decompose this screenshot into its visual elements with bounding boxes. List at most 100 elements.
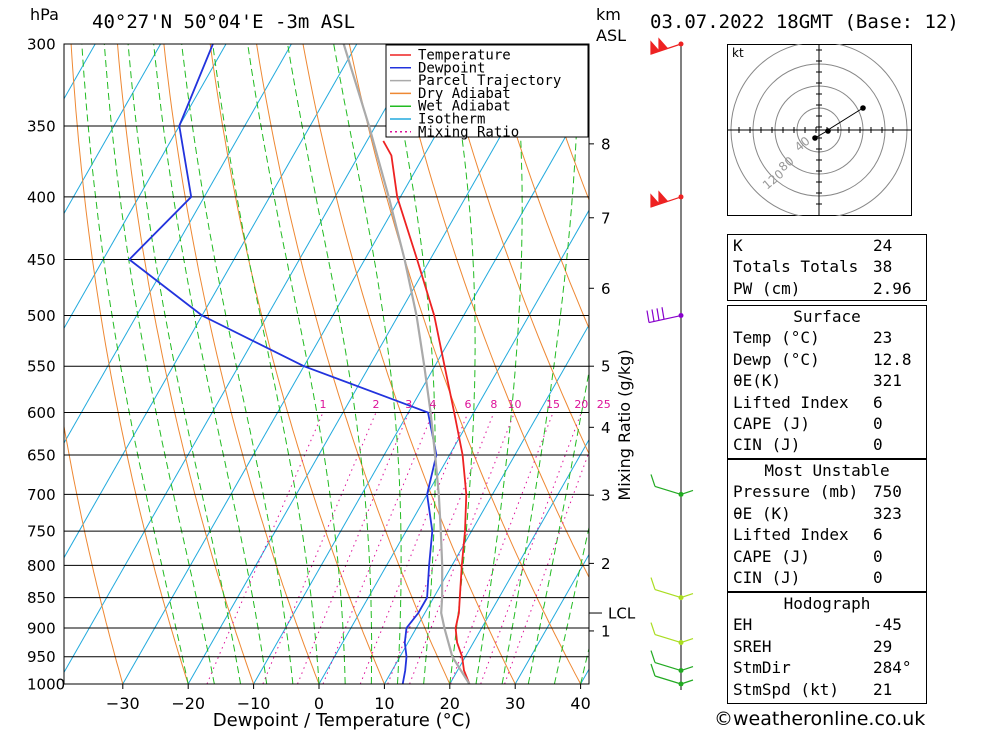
wind-barb-feather bbox=[651, 309, 655, 322]
km-tick-label: 7 bbox=[601, 209, 611, 227]
mixing-ratio-line bbox=[206, 412, 324, 684]
copyright: ©weatheronline.co.uk bbox=[714, 708, 926, 730]
table-value: 0 bbox=[873, 567, 883, 587]
table-value: 0 bbox=[873, 546, 883, 566]
series-dewpoint bbox=[127, 44, 438, 684]
surface-table: Surface Temp (°C) 23 Dewp (°C) 12.8 θE(K) 321 L… bbox=[727, 305, 927, 459]
table-value: 0 bbox=[873, 413, 883, 433]
wind-barb bbox=[650, 577, 694, 599]
pressure-tick-label: 550 bbox=[27, 358, 56, 376]
table-key: Lifted Index bbox=[733, 525, 849, 545]
pressure-tick-label: 300 bbox=[27, 36, 56, 54]
table-row: CAPE (J) 0 bbox=[728, 413, 926, 434]
pressure-tick-label: 850 bbox=[27, 589, 56, 607]
hodograph-table: Hodograph EH -45 SREH 29 StmDir 284° StmSpd (kt… bbox=[727, 592, 927, 704]
wet-adiabat-line bbox=[212, 44, 320, 684]
x-tick-label: 40 bbox=[570, 694, 590, 713]
wind-barb-pennant bbox=[658, 190, 669, 205]
wet-adiabat-line bbox=[333, 44, 402, 684]
isotherm-line bbox=[122, 44, 489, 684]
wet-adiabat-line bbox=[386, 44, 436, 684]
pressure-tick-label: 400 bbox=[27, 188, 56, 206]
legend-label: Isotherm bbox=[418, 112, 485, 128]
wind-barb-staff bbox=[680, 489, 694, 495]
pressure-tick-label: 650 bbox=[27, 447, 56, 465]
legend-label: Dry Adiabat bbox=[418, 86, 511, 102]
pressure-tick-label: 700 bbox=[27, 486, 56, 504]
table-row: Lifted Index 6 bbox=[728, 524, 926, 545]
pressure-tick-label: 900 bbox=[27, 619, 56, 637]
isotherm-line bbox=[318, 209, 589, 684]
table-key: PW (cm) bbox=[733, 278, 801, 298]
isotherm-line bbox=[514, 553, 589, 684]
x-axis-label: Dewpoint / Temperature (°C) bbox=[213, 710, 471, 731]
table-value: 6 bbox=[873, 525, 883, 545]
table-key: CAPE (J) bbox=[733, 413, 811, 433]
table-key: EH bbox=[733, 615, 753, 635]
dry-adiabat-line bbox=[952, 44, 1000, 684]
wind-barb bbox=[646, 307, 682, 324]
mixing-ratio-label: 3 bbox=[405, 398, 412, 411]
table-key: CAPE (J) bbox=[733, 546, 811, 566]
legend-label: Wet Adiabat bbox=[418, 99, 511, 115]
dry-adiabat-line bbox=[70, 44, 189, 684]
plot-frame bbox=[63, 43, 590, 685]
mixing-ratio-label: 10 bbox=[507, 398, 521, 411]
x-tick-label: −20 bbox=[171, 694, 205, 713]
legend-label: Temperature bbox=[418, 48, 511, 64]
isotherm-line bbox=[253, 94, 589, 684]
wind-barb-feather bbox=[650, 577, 656, 590]
table-value: 0 bbox=[873, 435, 883, 455]
table-row: SREH 29 bbox=[728, 636, 926, 657]
wind-barb-feather bbox=[650, 650, 656, 663]
isotherm-line bbox=[64, 44, 227, 330]
wind-barb-feather bbox=[650, 622, 656, 635]
mixing-ratio-line bbox=[262, 412, 377, 684]
table-key: Totals Totals bbox=[733, 257, 859, 277]
table-title: Hodograph bbox=[783, 594, 871, 613]
table-row: CIN (J) 0 bbox=[728, 567, 926, 588]
dry-adiabat-line bbox=[441, 44, 589, 455]
pressure-tick-label: 500 bbox=[27, 307, 56, 325]
legend-label: Dewpoint bbox=[418, 60, 485, 76]
mixing-ratio-label: 2 bbox=[372, 398, 379, 411]
wind-barb-staff bbox=[654, 633, 682, 644]
table-key: θE (K) bbox=[733, 503, 791, 523]
legend-label: Mixing Ratio bbox=[418, 124, 519, 140]
table-row: EH -45 bbox=[728, 614, 926, 635]
km-tick-label: 4 bbox=[601, 419, 611, 437]
wind-barb-pennant bbox=[650, 193, 661, 208]
mixing-ratio-axis-label: Mixing Ratio (g/kg) bbox=[615, 349, 634, 500]
table-value: -45 bbox=[873, 615, 902, 635]
pressure-tick-label: 800 bbox=[27, 557, 56, 575]
table-row: CAPE (J) 0 bbox=[728, 546, 926, 567]
mixing-ratio-label: 15 bbox=[546, 398, 560, 411]
isotherm-line bbox=[449, 438, 589, 684]
wind-barb-staff bbox=[654, 661, 682, 672]
table-key: θE(K) bbox=[733, 371, 782, 391]
table-title: Surface bbox=[793, 307, 861, 326]
mixing-ratio-label: 1 bbox=[320, 398, 327, 411]
dry-adiabat-line bbox=[487, 44, 589, 330]
table-key: StmSpd (kt) bbox=[733, 679, 839, 699]
wet-adiabat-line bbox=[127, 44, 241, 684]
x-tick-label: −30 bbox=[106, 694, 140, 713]
table-key: StmDir bbox=[733, 658, 791, 678]
mixing-ratio-label: 6 bbox=[465, 398, 472, 411]
isotherm-line bbox=[0, 44, 30, 684]
hodograph-unit: kt bbox=[732, 46, 744, 60]
km-tick-label: 1 bbox=[601, 622, 611, 640]
table-title: Most Unstable bbox=[764, 461, 890, 480]
table-row: Temp (°C) 23 bbox=[728, 327, 926, 348]
wind-barb bbox=[650, 622, 694, 644]
pressure-tick-label: 600 bbox=[27, 404, 56, 422]
isotherm-line bbox=[64, 44, 358, 559]
table-key: Dewp (°C) bbox=[733, 349, 820, 369]
table-row: Lifted Index 6 bbox=[728, 392, 926, 413]
table-key: Lifted Index bbox=[733, 392, 849, 412]
table-row: K 24 bbox=[728, 235, 926, 256]
km-tick-label: 5 bbox=[601, 358, 611, 376]
wind-barb-feather bbox=[661, 307, 665, 320]
